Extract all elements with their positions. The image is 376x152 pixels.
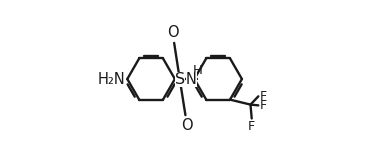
Text: N: N xyxy=(186,71,197,86)
Text: F: F xyxy=(259,90,267,103)
Text: F: F xyxy=(259,99,267,112)
Text: O: O xyxy=(167,25,179,40)
Text: S: S xyxy=(175,71,185,86)
Text: F: F xyxy=(248,120,255,133)
Text: H: H xyxy=(193,64,203,77)
Text: H₂N: H₂N xyxy=(98,71,126,86)
Text: O: O xyxy=(181,118,193,133)
